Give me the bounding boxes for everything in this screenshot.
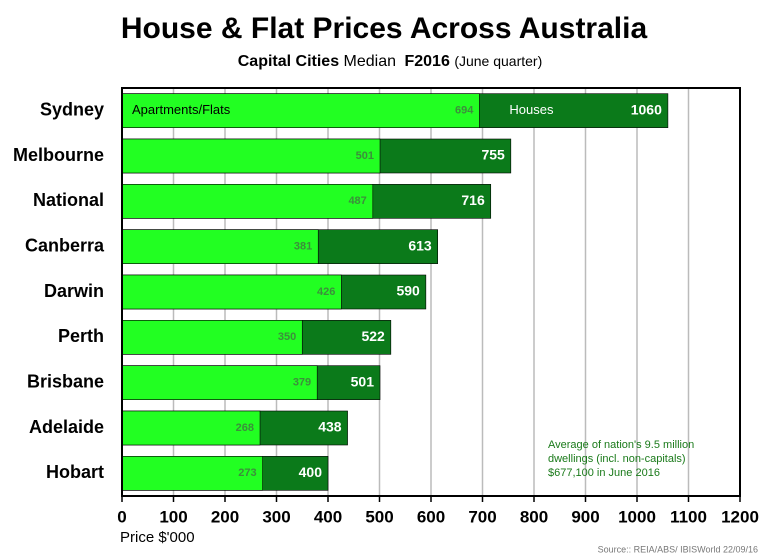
x-tick-label: 1100 xyxy=(670,507,707,526)
value-label: 716 xyxy=(461,192,485,208)
value-label: 268 xyxy=(236,422,254,434)
x-tick-label: 600 xyxy=(417,507,445,526)
value-label: 426 xyxy=(317,286,335,298)
y-tick-label: Sydney xyxy=(40,99,104,119)
value-label: 487 xyxy=(348,195,366,207)
y-tick-label: Adelaide xyxy=(29,417,104,437)
bar xyxy=(121,184,374,219)
series-label: Apartments/Flats xyxy=(132,102,231,117)
x-tick-label: 1000 xyxy=(618,507,656,526)
bar xyxy=(121,138,381,174)
x-tick-label: 1200 xyxy=(721,507,759,526)
value-label: 438 xyxy=(318,419,342,435)
value-label: 350 xyxy=(278,331,296,343)
annotation: Average of nation's 9.5 million xyxy=(548,439,694,451)
value-label: 1060 xyxy=(631,101,662,117)
value-label: 613 xyxy=(408,237,432,253)
value-label: 379 xyxy=(293,377,311,389)
value-label: 694 xyxy=(455,105,474,117)
subtitle-part: (June quarter) xyxy=(454,53,542,69)
annotation: dwellings (incl. non-capitals) xyxy=(548,453,686,465)
x-tick-label: 800 xyxy=(520,507,548,526)
y-tick-label: Hobart xyxy=(46,462,104,482)
bar xyxy=(121,320,303,355)
source: Source:: REIA/ABS/ IBISWorld 22/09/16 xyxy=(598,544,758,554)
plot-border xyxy=(121,87,741,497)
subtitle-part: Capital Cities xyxy=(238,53,339,70)
chart-title: House & Flat Prices Across Australia xyxy=(121,12,648,45)
value-label: 400 xyxy=(299,464,323,480)
x-tick-label: 0 xyxy=(117,507,126,526)
bar xyxy=(121,229,319,264)
x-tick-label: 700 xyxy=(468,507,496,526)
subtitle-part: Median xyxy=(344,53,396,70)
x-tick-label: 500 xyxy=(365,507,393,526)
bar xyxy=(121,274,342,310)
y-tick-label: National xyxy=(33,190,104,210)
y-tick-label: Melbourne xyxy=(13,145,104,165)
x-tick-label: 300 xyxy=(262,507,290,526)
value-label: 381 xyxy=(294,241,312,253)
x-tick-label: 900 xyxy=(571,507,599,526)
x-tick-label: 200 xyxy=(211,507,239,526)
value-label: 522 xyxy=(361,328,385,344)
bar xyxy=(121,456,263,491)
y-tick-label: Perth xyxy=(58,326,104,346)
x-axis-label: Price $'000 xyxy=(120,529,195,546)
x-tick-label: 100 xyxy=(159,507,187,526)
y-tick-label: Brisbane xyxy=(27,371,104,391)
annotation: $677,100 in June 2016 xyxy=(548,467,660,479)
bar xyxy=(121,365,318,400)
subtitle-part: F2016 xyxy=(404,53,449,70)
series-label: Houses xyxy=(509,102,554,117)
value-label: 501 xyxy=(356,150,374,162)
value-label: 273 xyxy=(238,467,256,479)
bar xyxy=(121,410,261,446)
y-tick-label: Darwin xyxy=(44,281,104,301)
value-label: 590 xyxy=(396,283,420,299)
x-tick-label: 400 xyxy=(314,507,342,526)
chart-subtitle: Capital Cities Median F2016 (June quarte… xyxy=(238,53,543,71)
value-label: 755 xyxy=(481,147,505,163)
y-tick-label: Canberra xyxy=(25,235,105,255)
value-label: 501 xyxy=(351,373,375,389)
